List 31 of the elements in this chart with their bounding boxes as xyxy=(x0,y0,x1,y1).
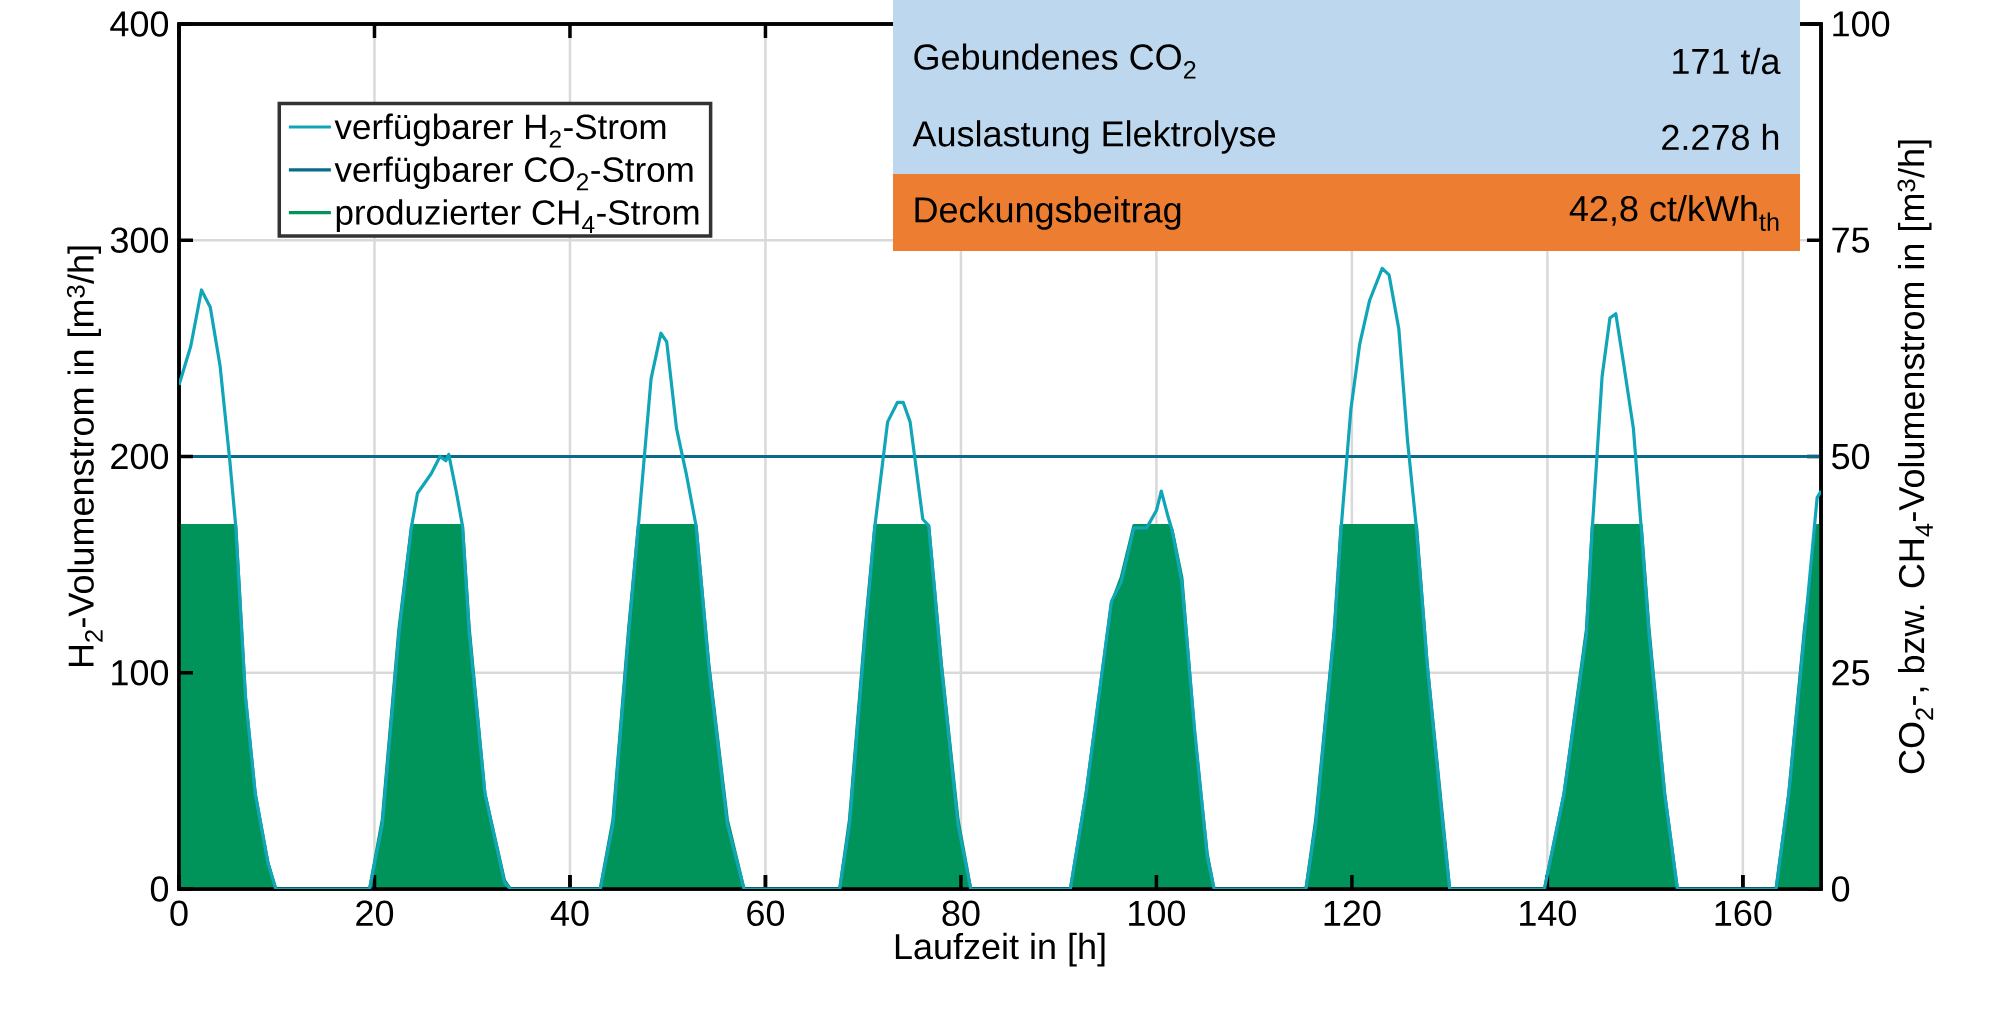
annotation: 171 t/a xyxy=(1673,47,1781,75)
annotation: Auslastung Elektrolyse xyxy=(912,120,1276,154)
y2-tick-label: 100 xyxy=(1833,11,1890,37)
y-tick-label: 300 xyxy=(110,227,169,253)
y2-tick-label: 50 xyxy=(1832,443,1870,470)
y-tick-label: 200 xyxy=(111,443,169,470)
x-tick-label: 120 xyxy=(1324,900,1381,927)
x-tick-label: 80 xyxy=(942,900,980,927)
x-tick-label: 20 xyxy=(356,900,394,927)
x-tick-label: 100 xyxy=(1129,900,1186,927)
x-tick-label: 40 xyxy=(550,900,589,927)
y-tick-label: 400 xyxy=(110,11,169,37)
y-tick-label: 0 xyxy=(150,876,169,902)
x-tick-label: 160 xyxy=(1715,900,1772,927)
y2-axis-title: CO$_{2}$-, bzw. CH$_{4}$-Volumenstrom in [m$^{3}$/h] xyxy=(1897,140,1934,774)
legend-label: verfügbarer CO$_{2}$-Strom xyxy=(334,156,693,191)
x-tick-label: 0 xyxy=(170,900,188,927)
y2-tick-label: 75 xyxy=(1832,227,1870,253)
annotation: Deckungsbeitrag xyxy=(915,196,1181,230)
legend-label: produzierter CH$_{4}$-Strom xyxy=(336,199,699,233)
x-tick-label: 60 xyxy=(747,900,785,927)
y-axis-title: H$_{2}$-Volumenstrom in [m$^{3}$/h] xyxy=(66,246,103,667)
y2-tick-label: 0 xyxy=(1831,876,1850,902)
annotation: Gebundenes CO$_{2}$ xyxy=(914,43,1196,79)
x-tick-label: 140 xyxy=(1520,900,1576,927)
annotation: 42,8 ct/kWh$_{th}$ xyxy=(1569,194,1779,231)
legend-label: verfügbarer H$_{2}$-Strom xyxy=(334,113,666,148)
x-axis-title: Laufzeit in [h] xyxy=(895,932,1105,967)
y2-tick-label: 25 xyxy=(1832,659,1870,686)
y-tick-label: 100 xyxy=(112,660,169,686)
annotation: 2.278 h xyxy=(1662,123,1779,151)
